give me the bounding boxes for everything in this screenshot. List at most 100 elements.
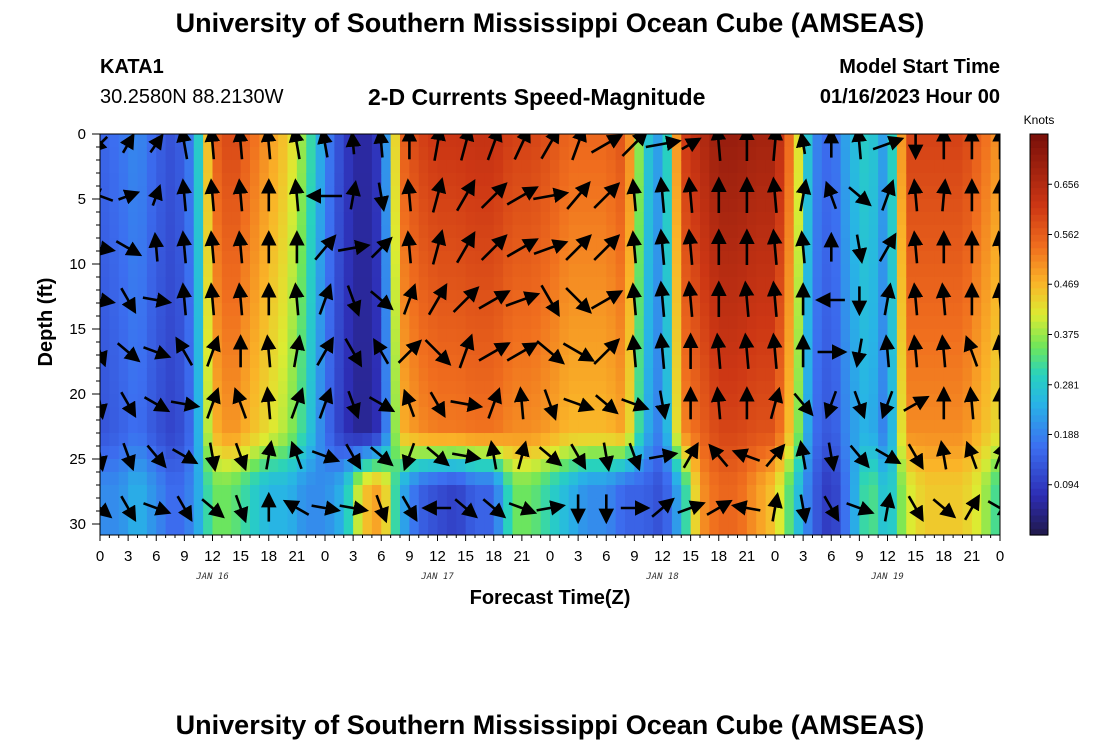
- heatmap-cell: [493, 459, 504, 473]
- heatmap-cell: [793, 511, 804, 525]
- heatmap-cell: [353, 199, 364, 213]
- heatmap-cell: [484, 368, 495, 382]
- heatmap-cell: [371, 277, 382, 291]
- heatmap-cell: [371, 381, 382, 395]
- heatmap-cell: [925, 264, 935, 278]
- current-vector: [402, 283, 418, 315]
- heatmap-cell: [353, 433, 364, 447]
- heatmap-cell: [240, 173, 251, 187]
- current-vector: [992, 440, 1000, 470]
- heatmap-cell: [887, 511, 898, 525]
- heatmap-cell: [803, 368, 814, 382]
- heatmap-cell: [475, 472, 485, 486]
- heatmap-cell: [953, 212, 964, 226]
- heatmap-cell: [418, 303, 429, 317]
- heatmap-cell: [850, 160, 860, 174]
- colorbar-segment: [1030, 421, 1048, 429]
- heatmap-cell: [165, 251, 176, 265]
- current-vector: [373, 337, 390, 365]
- heatmap-cell: [109, 524, 120, 535]
- heatmap-cell: [296, 498, 307, 512]
- heatmap-cell: [606, 381, 617, 395]
- heatmap-cell: [784, 173, 795, 187]
- heatmap-cell: [531, 134, 542, 148]
- heatmap-cell: [296, 147, 307, 161]
- heatmap-cell: [306, 342, 317, 356]
- heatmap-cell: [193, 407, 204, 421]
- current-vector: [232, 134, 249, 160]
- heatmap-cell: [690, 264, 701, 278]
- colorbar-segment: [1030, 260, 1048, 269]
- heatmap-cell: [268, 186, 279, 200]
- heatmap-cell: [587, 212, 598, 226]
- heatmap-cell: [259, 511, 270, 525]
- heatmap-cell: [718, 199, 729, 213]
- heatmap-cell: [315, 264, 326, 278]
- heatmap-cell: [709, 472, 720, 486]
- heatmap-cell: [671, 498, 682, 512]
- heatmap-cell: [193, 498, 204, 512]
- heatmap-cell: [362, 407, 373, 421]
- heatmap-cell: [118, 355, 129, 369]
- heatmap-cell: [925, 407, 935, 421]
- heatmap-cell: [212, 485, 223, 499]
- heatmap-cell: [484, 199, 495, 213]
- heatmap-cell: [606, 160, 617, 174]
- heatmap-cell: [784, 134, 795, 148]
- heatmap-cell: [887, 160, 898, 174]
- heatmap-cell: [428, 407, 439, 421]
- heatmap-cell: [615, 394, 626, 408]
- heatmap-cell: [268, 303, 279, 317]
- current-vector: [289, 334, 305, 368]
- heatmap-cell: [240, 420, 251, 434]
- heatmap-cell: [615, 433, 626, 447]
- heatmap-cell: [943, 433, 954, 447]
- heatmap-cell: [728, 524, 739, 535]
- colorbar-segment: [1030, 441, 1048, 449]
- heatmap-cell: [925, 290, 935, 304]
- heatmap-cell: [981, 329, 992, 343]
- heatmap-cell: [925, 238, 935, 252]
- heatmap-cell: [446, 277, 457, 291]
- heatmap-cell: [840, 433, 851, 447]
- heatmap-cell: [746, 472, 757, 486]
- heatmap-cell: [381, 264, 392, 278]
- heatmap-cell: [578, 368, 589, 382]
- heatmap-cell: [878, 303, 889, 317]
- heatmap-cell: [578, 173, 589, 187]
- heatmap-cell: [437, 212, 448, 226]
- heatmap-cell: [765, 459, 776, 473]
- heatmap-cell: [578, 420, 589, 434]
- heatmap-cell: [981, 134, 992, 148]
- x-tick-label: 3: [574, 548, 582, 565]
- heatmap-cell: [278, 485, 289, 499]
- heatmap-cell: [428, 251, 439, 265]
- heatmap-cell: [681, 316, 692, 330]
- heatmap-cell: [925, 524, 935, 535]
- heatmap-cell: [334, 316, 345, 330]
- heatmap-cell: [353, 160, 364, 174]
- heatmap-cell: [128, 316, 139, 330]
- heatmap-cell: [568, 212, 579, 226]
- heatmap-cell: [418, 381, 429, 395]
- heatmap-cell: [193, 173, 204, 187]
- heatmap-cell: [400, 433, 410, 447]
- heatmap-cell: [165, 303, 176, 317]
- heatmap-cell: [446, 134, 457, 148]
- heatmap-cell: [193, 446, 204, 460]
- heatmap-cell: [943, 420, 954, 434]
- heatmap-cell: [690, 511, 701, 525]
- heatmap-cell: [353, 277, 364, 291]
- heatmap-cell: [446, 368, 457, 382]
- heatmap-cell: [315, 277, 326, 291]
- heatmap-cell: [128, 251, 139, 265]
- heatmap-cell: [943, 238, 954, 252]
- heatmap-cell: [671, 160, 682, 174]
- heatmap-cell: [812, 524, 823, 535]
- heatmap-cell: [465, 251, 476, 265]
- heatmap-cell: [531, 407, 542, 421]
- heatmap-cell: [531, 147, 542, 161]
- heatmap-cell: [268, 264, 279, 278]
- heatmap-cell: [353, 173, 364, 187]
- current-vector: [451, 448, 482, 464]
